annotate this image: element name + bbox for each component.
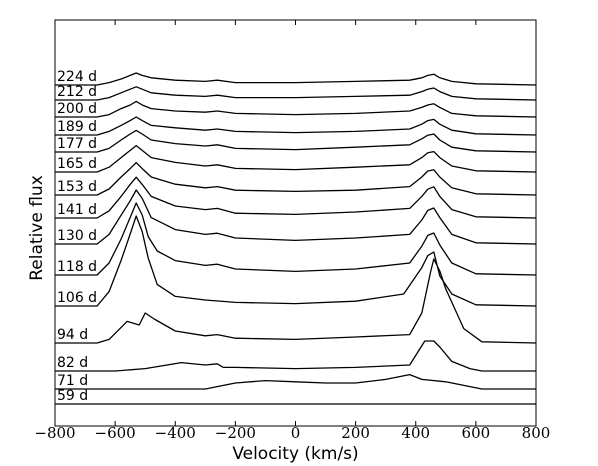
x-tick-label: 200	[341, 424, 370, 442]
epoch-label: 200 d	[57, 101, 97, 117]
epoch-label: 118 d	[57, 259, 97, 275]
spectrum-line	[55, 116, 537, 136]
spectrum-line	[55, 176, 537, 219]
epoch-label: 177 d	[57, 136, 97, 152]
epoch-label: 106 d	[57, 290, 97, 306]
x-tick-label: −200	[215, 424, 256, 442]
spectrum-line	[55, 373, 536, 390]
x-tick-label: 0	[291, 424, 301, 442]
x-tick-label: −600	[95, 424, 136, 442]
spectrum-line	[55, 340, 536, 372]
x-axis-label: Velocity (km/s)	[232, 444, 358, 464]
spectrum-line	[55, 100, 537, 118]
spectrum-line	[55, 144, 537, 173]
epoch-label: 82 d	[57, 355, 88, 371]
spectrum-line	[55, 215, 537, 307]
spectrum-line	[55, 72, 537, 86]
epoch-label: 212 d	[57, 84, 97, 100]
epoch-labels: 59 d71 d 82 d 94 d 106 d 118 d 130 d 141 d 153 …	[57, 69, 97, 404]
epoch-label: 94 d	[57, 327, 88, 343]
y-axis-label: Relative flux	[27, 175, 47, 281]
epoch-label: 71 d	[57, 373, 88, 389]
spectra-group	[55, 72, 537, 405]
epoch-label: 189 d	[57, 119, 97, 135]
epoch-label: 153 d	[57, 179, 97, 195]
spectrum-line	[55, 202, 537, 276]
epoch-label: 141 d	[57, 202, 97, 218]
spectrum-line	[55, 189, 537, 245]
x-tick-label: −800	[34, 424, 75, 442]
epoch-label: 224 d	[57, 69, 97, 85]
epoch-label: 165 d	[57, 156, 97, 172]
spectrum-line	[55, 86, 537, 101]
x-tick-label: 400	[401, 424, 430, 442]
spectrum-line	[55, 129, 537, 153]
epoch-label: 130 d	[57, 228, 97, 244]
x-ticks: −800 −600 −400 −200 0 200 400 600 800	[34, 20, 550, 442]
x-tick-label: −400	[155, 424, 196, 442]
epoch-label: 59 d	[57, 388, 88, 404]
x-tick-label: 800	[522, 424, 551, 442]
spectrum-line	[55, 161, 537, 196]
x-tick-label: 600	[462, 424, 491, 442]
